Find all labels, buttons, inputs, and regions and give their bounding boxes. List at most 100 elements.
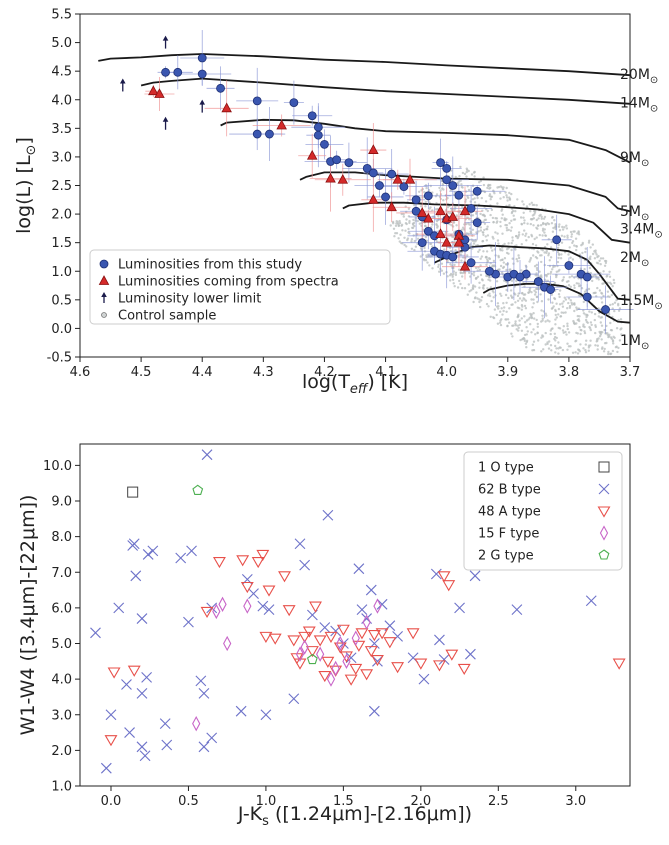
control-sample-point: [509, 294, 513, 297]
star-point: [376, 598, 388, 610]
legend-label: 2 G type: [478, 549, 534, 564]
control-sample-point: [491, 235, 494, 239]
control-sample-point: [596, 255, 599, 259]
control-sample-point: [465, 170, 468, 174]
control-sample-point: [463, 172, 467, 176]
control-sample-point: [604, 261, 608, 265]
control-sample-point: [603, 259, 607, 263]
control-sample-point: [552, 226, 555, 230]
control-sample-point: [510, 211, 514, 215]
control-sample-point: [529, 256, 533, 260]
control-sample-point: [416, 219, 419, 223]
study-luminosity-point: [485, 266, 494, 276]
y-tick-label: 2.0: [51, 744, 72, 759]
y-tick-label: -0.5: [47, 351, 72, 366]
control-sample-point: [482, 250, 485, 253]
star-point: [349, 663, 363, 676]
control-sample-point: [536, 331, 539, 335]
star-point: [121, 679, 132, 690]
control-sample-point: [546, 243, 549, 246]
control-sample-point: [578, 326, 581, 329]
control-sample-point: [529, 222, 532, 226]
star-point: [383, 637, 397, 649]
control-sample-point: [620, 327, 623, 330]
control-sample-point: [593, 318, 596, 322]
control-sample-point: [487, 184, 490, 187]
control-sample-point: [554, 313, 557, 317]
control-sample-point: [493, 264, 496, 267]
control-sample-point: [481, 209, 484, 212]
control-sample-point: [394, 224, 398, 227]
star-point: [295, 646, 305, 662]
control-sample-point: [489, 246, 493, 249]
control-sample-point: [507, 242, 510, 245]
control-sample-point: [605, 275, 608, 278]
star-point: [371, 654, 384, 667]
control-sample-point: [403, 243, 406, 247]
control-sample-point: [589, 339, 592, 342]
control-sample-point: [575, 322, 578, 325]
hr-x-axis-label: log(Teff) [K]: [302, 371, 408, 397]
control-sample-point: [459, 282, 462, 286]
control-sample-point: [535, 204, 538, 207]
control-sample-point: [611, 349, 615, 353]
control-sample-point: [564, 311, 567, 314]
control-sample-point: [419, 255, 422, 258]
control-sample-point: [451, 278, 455, 281]
control-sample-point: [587, 344, 591, 347]
control-sample-point: [478, 181, 481, 184]
control-sample-point: [513, 292, 516, 295]
control-sample-point: [532, 340, 536, 343]
study-luminosity-point: [265, 129, 274, 139]
control-sample-point: [540, 300, 544, 303]
control-sample-point: [526, 278, 529, 281]
control-sample-point: [555, 302, 558, 305]
control-sample-point: [580, 329, 583, 332]
study-luminosity-point: [564, 261, 574, 270]
control-sample-point: [581, 251, 584, 255]
spectra-luminosity-point: [441, 236, 452, 247]
control-sample-point: [533, 265, 537, 268]
control-sample-point: [486, 294, 490, 297]
control-sample-point: [485, 227, 488, 231]
control-sample-point: [467, 196, 470, 200]
legend-box: [89, 249, 391, 325]
control-sample-point: [505, 196, 509, 199]
control-sample-point: [459, 271, 462, 275]
control-sample-point: [471, 228, 475, 231]
control-sample-point: [554, 344, 557, 348]
control-sample-point: [603, 342, 607, 345]
control-sample-point: [571, 240, 575, 243]
study-luminosity-point: [466, 203, 476, 213]
star-point: [511, 604, 523, 616]
control-sample-point: [575, 282, 578, 285]
control-sample-point: [540, 274, 543, 277]
legend-marker: [99, 259, 109, 269]
control-sample-point: [500, 271, 504, 274]
control-sample-point: [397, 237, 400, 240]
control-sample-point: [442, 188, 445, 191]
control-sample-point: [501, 313, 504, 316]
control-sample-point: [528, 290, 532, 293]
control-sample-point: [532, 328, 535, 331]
control-sample-point: [554, 318, 557, 321]
lower-limit-arrow: [199, 99, 206, 105]
control-sample-point: [593, 312, 597, 316]
control-sample-point: [499, 259, 502, 262]
control-sample-point: [459, 165, 462, 169]
control-sample-point: [520, 329, 524, 332]
star-point: [192, 715, 201, 732]
control-sample-point: [574, 237, 578, 240]
control-sample-point: [482, 287, 485, 290]
control-sample-point: [525, 340, 529, 344]
star-point: [340, 651, 353, 663]
cc-x-axis-label: J-Ks ([1.24μm]-[2.16μm]): [237, 803, 472, 829]
control-sample-point: [405, 245, 408, 248]
control-sample-point: [535, 263, 538, 267]
control-sample-point: [479, 264, 482, 267]
control-sample-point: [460, 259, 463, 262]
control-sample-point: [588, 325, 591, 329]
control-sample-point: [479, 257, 482, 260]
star-point: [113, 602, 125, 614]
control-sample-point: [546, 319, 549, 322]
